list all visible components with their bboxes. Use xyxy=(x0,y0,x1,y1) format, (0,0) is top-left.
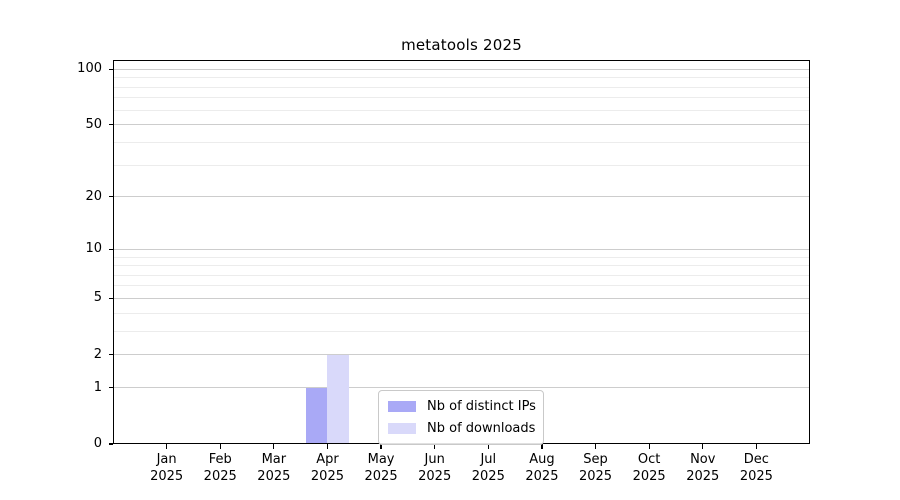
legend-color-swatch xyxy=(388,401,416,412)
legend-item: Nb of distinct IPs xyxy=(388,397,536,416)
minor-gridline xyxy=(113,109,810,111)
minor-gridline xyxy=(113,256,810,258)
y-tick-mark xyxy=(108,443,113,445)
y-tick-mark xyxy=(108,68,113,70)
x-tick-mark xyxy=(434,444,436,449)
x-tick-label: Feb 2025 xyxy=(203,452,237,484)
y-tick-label: 0 xyxy=(93,436,102,451)
minor-gridline xyxy=(113,285,810,287)
x-tick-label: May 2025 xyxy=(364,452,398,484)
y-tick-label: 1 xyxy=(93,379,102,395)
bar-s0-apr xyxy=(306,387,328,444)
x-tick-label: Aug 2025 xyxy=(525,452,559,484)
x-tick-mark xyxy=(594,444,597,449)
minor-gridline xyxy=(113,274,810,276)
y-tick-label: 20 xyxy=(85,188,102,204)
bar-s1-apr xyxy=(327,354,349,444)
x-tick-mark xyxy=(219,444,221,449)
minor-gridline xyxy=(113,164,810,166)
minor-gridline xyxy=(113,141,810,143)
chart-title: metatools 2025 xyxy=(401,36,522,54)
minor-gridline xyxy=(113,86,810,88)
major-gridline xyxy=(113,297,810,299)
x-tick-label: Apr 2025 xyxy=(310,452,344,484)
y-tick-mark xyxy=(108,248,113,250)
x-tick-label: Nov 2025 xyxy=(686,452,720,484)
x-tick-mark xyxy=(541,444,543,449)
major-gridline xyxy=(113,124,810,126)
y-tick-label: 10 xyxy=(85,241,102,257)
x-tick-mark xyxy=(487,444,489,449)
x-tick-mark xyxy=(380,444,382,449)
legend: Nb of distinct IPs Nb of downloads xyxy=(378,390,544,445)
minor-gridline xyxy=(113,330,810,332)
x-tick-mark xyxy=(648,444,650,449)
x-tick-mark xyxy=(273,444,275,449)
x-tick-mark xyxy=(165,444,168,449)
y-tick-mark xyxy=(108,196,113,198)
x-tick-label: Mar 2025 xyxy=(257,452,291,484)
x-tick-label: Jan 2025 xyxy=(150,452,184,484)
y-tick-label: 50 xyxy=(85,116,102,132)
x-tick-label: Jun 2025 xyxy=(418,452,452,484)
minor-gridline xyxy=(113,265,810,267)
major-gridline xyxy=(113,248,810,250)
major-gridline xyxy=(113,68,810,70)
legend-color-swatch xyxy=(388,423,416,434)
minor-gridline xyxy=(113,97,810,99)
y-tick-mark xyxy=(108,354,113,356)
x-tick-mark xyxy=(326,444,329,449)
x-tick-label: Sep 2025 xyxy=(578,452,613,484)
y-tick-label: 2 xyxy=(93,346,102,362)
y-tick-mark xyxy=(108,387,113,389)
y-tick-label: 100 xyxy=(77,61,102,77)
x-tick-label: Jul 2025 xyxy=(471,452,505,484)
y-tick-label: 5 xyxy=(93,290,102,306)
x-tick-mark xyxy=(702,444,704,449)
major-gridline xyxy=(113,354,810,356)
major-gridline xyxy=(113,387,810,389)
y-tick-mark xyxy=(108,297,113,300)
major-gridline xyxy=(113,196,810,198)
legend-item: Nb of downloads xyxy=(388,419,536,438)
minor-gridline xyxy=(113,312,810,314)
legend-label: Nb of downloads xyxy=(427,421,536,436)
y-tick-mark xyxy=(108,124,113,126)
legend-label: Nb of distinct IPs xyxy=(427,399,536,414)
x-tick-mark xyxy=(755,444,758,449)
x-tick-label: Dec 2025 xyxy=(739,452,773,484)
minor-gridline xyxy=(113,77,810,79)
x-tick-label: Oct 2025 xyxy=(632,452,666,484)
